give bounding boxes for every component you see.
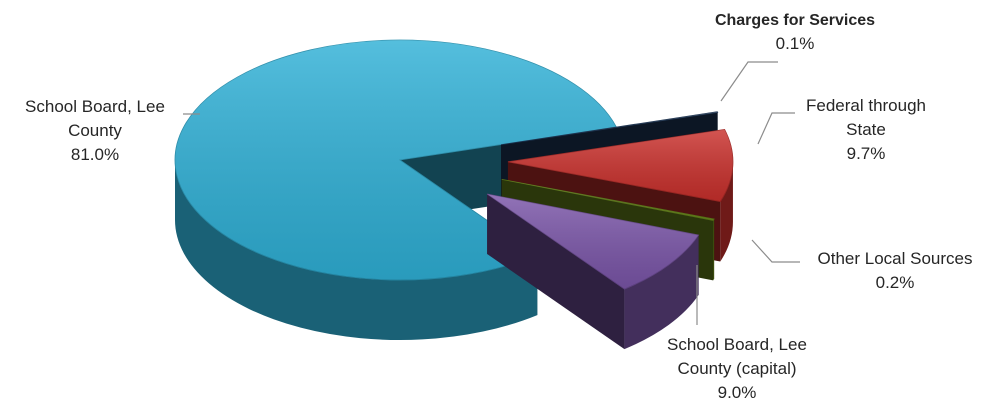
slice-labels: Charges for Services 0.1% Federal through S… (25, 12, 972, 402)
pie-slice (174, 39, 617, 341)
slice-percent: 0.2% (876, 273, 915, 292)
slice-percent: 81.0% (71, 145, 119, 164)
slice-percent: 9.0% (718, 383, 757, 402)
leader-line (720, 61, 778, 102)
leader-line (757, 112, 795, 145)
slice-top-shading (501, 111, 718, 145)
slice-label: Charges for Services (715, 12, 875, 29)
pie-layer (174, 39, 734, 350)
slice-percent: 0.1% (776, 34, 815, 53)
slice-top-shading (175, 39, 617, 280)
slice-label: County (capital) (677, 359, 796, 378)
slice-top-shading (507, 129, 733, 202)
slice-top-shading (487, 194, 699, 290)
slice-outer-wall (175, 160, 538, 341)
slice-label: School Board, Lee (25, 97, 165, 116)
slice-label: State (846, 120, 886, 139)
slice-label: Federal through (806, 96, 926, 115)
slice-top-shading (501, 179, 715, 221)
pie-slice (486, 193, 700, 350)
slice-label: Other Local Sources (818, 249, 973, 268)
leader-line (751, 239, 800, 263)
slice-outer-wall (720, 161, 733, 262)
slice-label: School Board, Lee (667, 335, 807, 354)
slice-label: County (68, 121, 122, 140)
slice-outer-wall (624, 235, 699, 350)
slice-percent: 9.7% (847, 144, 886, 163)
leader-lines (183, 61, 800, 325)
slice-outer-wall (713, 218, 715, 281)
slice-side-wall (487, 194, 625, 350)
